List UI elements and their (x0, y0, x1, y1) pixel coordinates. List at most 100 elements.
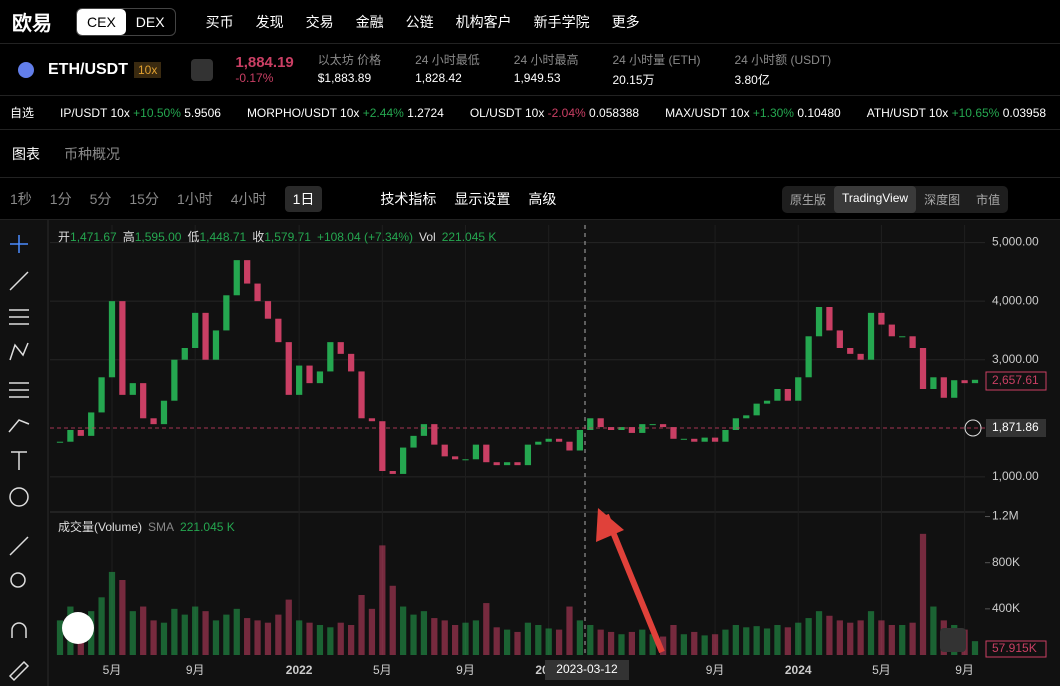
volume-bar (462, 622, 469, 655)
strip-change: +10.65% (951, 105, 1000, 120)
strip-price: 0.058388 (589, 105, 640, 120)
stat-value: $1,883.89 (317, 71, 372, 85)
tab[interactable]: CEX (77, 8, 126, 35)
candle (774, 389, 781, 401)
strip-item: ATH/USDT 10x +10.65% 0.03958 (867, 106, 1046, 120)
nav-item[interactable]: 新手学院 (533, 13, 590, 30)
nav-item[interactable]: 公链 (405, 13, 434, 30)
interval[interactable]: 5分 (89, 190, 112, 207)
nav-item[interactable]: 金融 (355, 13, 384, 30)
volume-bar (119, 580, 126, 655)
candle (732, 418, 739, 430)
candle (119, 301, 126, 395)
tool[interactable]: 显示设置 (454, 190, 511, 207)
candle (56, 441, 64, 443)
candle (961, 380, 968, 384)
volume-bar (514, 631, 521, 655)
stats: 以太坊 价格 $1,883.89 24 小时最低 1,828.42 24 小时最高 1,9… (318, 51, 831, 88)
legend: 开1,471.67 高1,595.00 低1,448.71 收1,579.71 +108… (58, 229, 496, 244)
candle (150, 418, 157, 425)
interval[interactable]: 1分 (49, 190, 72, 207)
strip-pair: IP/USDT 10x (60, 105, 130, 120)
drawing-tools (8, 235, 30, 682)
tool[interactable]: 高级 (528, 190, 557, 207)
volume-bar (202, 611, 209, 655)
tab[interactable]: 币种概况 (64, 145, 120, 162)
volume-bar (358, 595, 365, 655)
strip-pair: MAX/USDT 10x (665, 105, 750, 120)
y-tick-label: 4,000.00 (992, 293, 1039, 307)
strip-change: +2.44% (362, 105, 404, 120)
interval[interactable]: 4小时 (230, 190, 267, 207)
candle (483, 444, 490, 463)
volume-bar (108, 571, 116, 655)
legend-low-label: 低 (187, 230, 199, 244)
interval[interactable]: 15分 (129, 190, 159, 207)
stat-label: 以太坊 价格 (317, 53, 382, 67)
legend-change: +108.04 (+7.34%) (317, 230, 413, 244)
volume-bar (628, 631, 635, 655)
nav-item[interactable]: 交易 (305, 13, 334, 30)
volume-bar (639, 629, 646, 655)
view[interactable]: TradingView (834, 186, 917, 213)
interval[interactable]: 1日 (284, 185, 323, 212)
volume-bar (389, 585, 396, 655)
volume-bar (670, 625, 677, 655)
volume-legend-name: 成交量(Volume) (58, 519, 142, 534)
volume-bar (223, 614, 230, 655)
candle (867, 312, 875, 360)
candle (285, 342, 292, 395)
candle (951, 380, 958, 398)
legend-open-label: 开 (58, 230, 70, 244)
view-switch: 原生版 TradingView 深度图 市值 (782, 186, 1009, 213)
pair[interactable]: ETH/USDT (48, 60, 128, 78)
tab[interactable]: 图表 (12, 145, 40, 162)
legend-low: 1,448.71 (199, 230, 246, 244)
view[interactable]: 原生版 (790, 193, 827, 207)
volume-bar (264, 622, 272, 655)
view[interactable]: 市值 (976, 193, 1001, 207)
crosshair-date-box (545, 660, 629, 680)
legend-close: 1,579.71 (264, 230, 311, 244)
annotation-arrow (603, 513, 665, 654)
candle (212, 330, 220, 360)
x-tick-label: 5月 (373, 663, 392, 677)
interval[interactable]: 1小时 (176, 190, 213, 207)
nav-item[interactable]: 发现 (255, 13, 284, 30)
legend-open: 1,471.67 (70, 230, 117, 244)
candle (296, 365, 303, 395)
candle (379, 421, 386, 471)
logo[interactable]: 欧易 (12, 13, 52, 35)
view[interactable]: 深度图 (924, 193, 961, 207)
volume-bar (296, 620, 303, 655)
nav-item[interactable]: 机构客户 (455, 13, 512, 30)
candle (618, 427, 625, 430)
volume-bar (535, 625, 542, 655)
volume-bar (826, 615, 833, 655)
tool[interactable]: 技术指标 (380, 190, 437, 207)
volume-bar (400, 606, 407, 655)
nav-item[interactable]: 更多 (611, 13, 640, 30)
strip-change: +10.50% (133, 105, 181, 120)
strip-price: 1.2724 (407, 105, 444, 120)
volume-bar (431, 618, 438, 655)
stat: 24 小时最低 1,828.42 (415, 51, 480, 88)
candle (358, 371, 365, 419)
volume-bar (919, 533, 927, 655)
favorite[interactable] (191, 58, 214, 81)
tv-logo[interactable] (62, 612, 94, 644)
chart: 5,000.00 4,000.00 3,000.00 1,000.00 1.2M 800K… (0, 220, 1060, 686)
candle (784, 389, 791, 401)
scroll-button[interactable] (940, 628, 966, 652)
interval[interactable]: 1秒 (10, 190, 32, 207)
candle (67, 430, 74, 442)
candle (795, 377, 802, 401)
add-button[interactable] (964, 419, 982, 437)
volume-bar (930, 606, 937, 655)
tab[interactable]: DEX (135, 13, 165, 30)
candle (763, 400, 771, 404)
top-nav: 欧易 CEX DEX 买币 发现 交易 金融 公链 机构客户 新手学院 更多 (0, 0, 1060, 44)
crosshair-price-box (986, 419, 1046, 437)
nav-item[interactable]: 买币 (205, 13, 234, 30)
